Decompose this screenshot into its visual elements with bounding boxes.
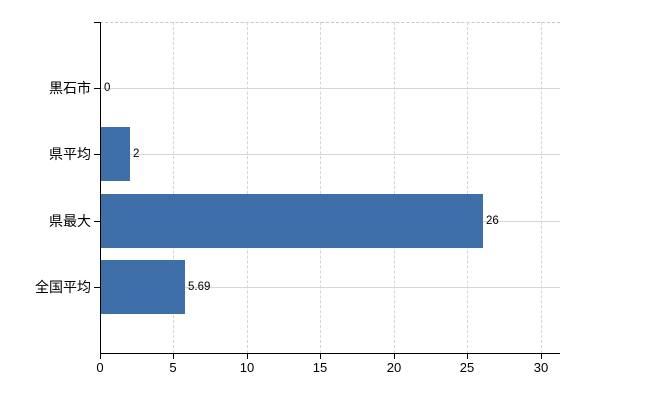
- x-axis-tick-label: 25: [459, 360, 475, 375]
- bar-1: [101, 127, 130, 181]
- gridline-horizontal: [100, 287, 560, 288]
- y-axis-line: [100, 22, 101, 354]
- gridline-vertical: [394, 22, 395, 353]
- y-axis-tick: [94, 221, 100, 222]
- x-axis-tick: [173, 354, 174, 359]
- x-axis-tick: [467, 354, 468, 359]
- gridline-vertical: [173, 22, 174, 353]
- x-axis-tick-label: 30: [533, 360, 549, 375]
- gridline-horizontal: [100, 88, 560, 89]
- bar-value-label: 2: [133, 148, 140, 160]
- x-axis-tick: [541, 354, 542, 359]
- plot-border-top: [100, 22, 560, 23]
- gridline-vertical: [467, 22, 468, 353]
- bar-value-label: 26: [486, 215, 499, 227]
- x-axis-line: [100, 353, 560, 354]
- y-axis-tick: [94, 154, 100, 155]
- gridline-vertical: [247, 22, 248, 353]
- bar-value-label: 0: [104, 82, 111, 94]
- x-axis-tick: [320, 354, 321, 359]
- x-axis-tick: [100, 354, 101, 359]
- y-axis-tick: [94, 22, 100, 23]
- x-axis-tick-label: 10: [239, 360, 255, 375]
- gridline-vertical: [320, 22, 321, 353]
- category-label: 全国平均: [35, 279, 91, 295]
- x-axis-tick-label: 0: [96, 360, 104, 375]
- category-label: 県平均: [49, 146, 91, 162]
- y-axis-tick: [94, 287, 100, 288]
- bar-3: [101, 260, 185, 314]
- x-axis-tick: [394, 354, 395, 359]
- x-axis-tick: [247, 354, 248, 359]
- gridline-horizontal: [100, 154, 560, 155]
- gridline-vertical: [541, 22, 542, 353]
- category-label: 県最大: [49, 213, 91, 229]
- bar-value-label: 5.69: [188, 281, 211, 293]
- x-axis-tick-label: 5: [169, 360, 177, 375]
- x-axis-tick-label: 15: [312, 360, 328, 375]
- y-axis-tick: [94, 88, 100, 89]
- category-label: 黒石市: [49, 80, 91, 96]
- bar-2: [101, 194, 483, 248]
- x-axis-tick-label: 20: [386, 360, 402, 375]
